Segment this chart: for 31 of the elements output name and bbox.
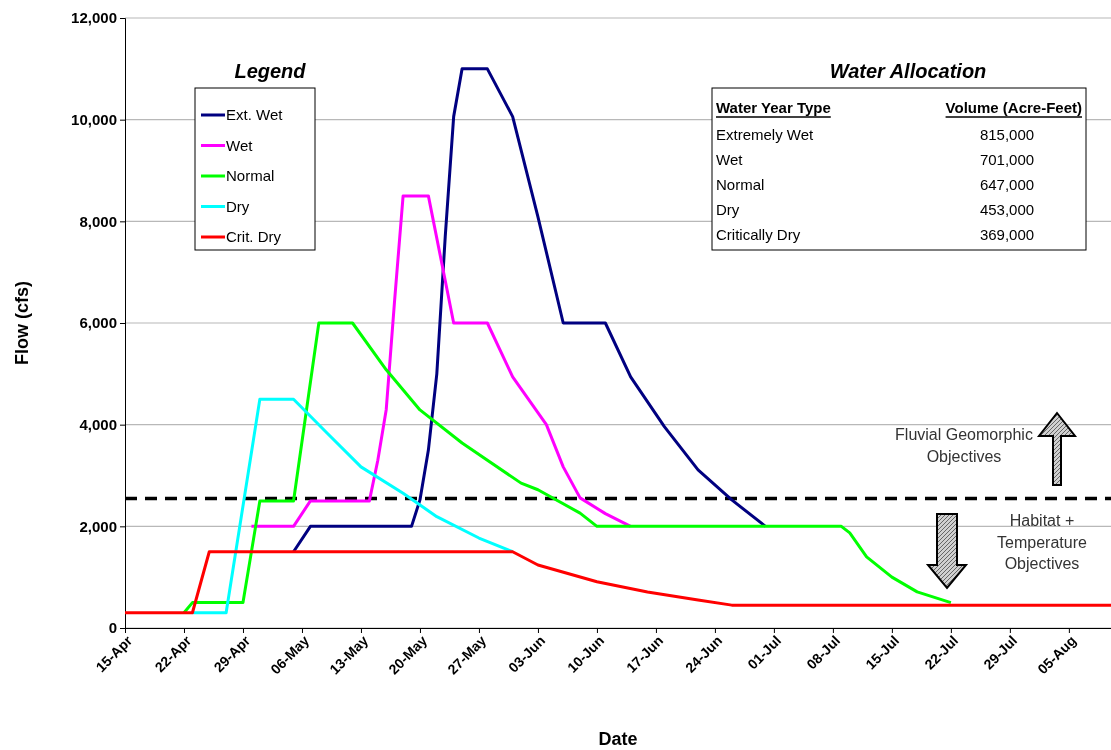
legend-label: Dry [226,197,250,215]
y-tick-label: 8,000 [79,212,117,230]
legend-label: Crit. Dry [226,228,282,245]
y-tick-label: 12,000 [71,9,117,27]
y-tick-label: 6,000 [79,314,117,332]
annotation: Volume (Acre-Feet) [945,99,1082,116]
annotation: Dry [716,201,740,218]
annotation: 815,000 [979,126,1035,143]
annotation: 369,000 [979,226,1035,243]
annotation: 647,000 [979,176,1035,193]
annotation: Water Year Type [716,99,831,116]
legend-title: Legend [234,60,307,82]
annotation: Water Allocation [829,60,987,82]
y-tick-label: 4,000 [79,415,117,433]
annotation: Wet [716,151,744,168]
legend-label: Normal [226,167,275,184]
legend-label: Ext. Wet [226,106,284,123]
line-series [123,550,1111,615]
y-tick-label: 2,000 [79,517,117,535]
y-axis-title: Flow (cfs) [12,281,32,365]
x-axis-title: Date [598,729,638,749]
y-tick-label: 0 [108,619,117,637]
annotation: Critically Dry [716,226,801,243]
annotation: Normal [716,176,765,193]
legend-label: Wet [226,136,254,154]
annotation: 453,000 [979,201,1035,218]
annotation: 701,000 [979,151,1035,168]
annotation: Extremely Wet [716,126,815,143]
annotation: Habitat + Temperature Objectives [997,512,1088,573]
annotation: Fluvial Geomorphic Objectives [895,426,1033,465]
y-tick-label: 10,000 [71,110,117,128]
